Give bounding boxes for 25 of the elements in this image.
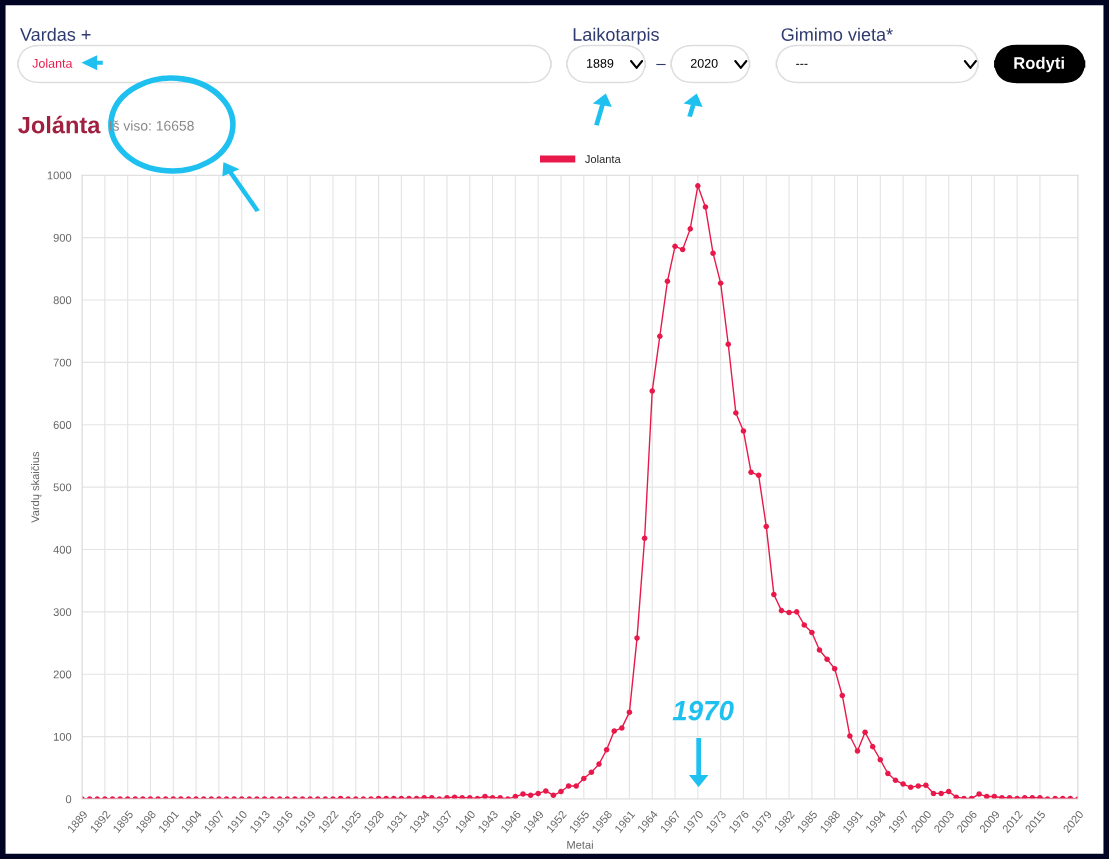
y-tick-label: 600 bbox=[53, 421, 72, 429]
text: --- bbox=[796, 63, 808, 65]
y-tick-label: 1000 bbox=[47, 171, 72, 180]
y-tick-label: 900 bbox=[53, 233, 72, 242]
y-tick-label: 500 bbox=[53, 483, 72, 492]
text: Gimimo vieta* bbox=[781, 27, 893, 41]
chart-title: Jolánta bbox=[18, 115, 101, 134]
y-tick-label: 300 bbox=[53, 608, 72, 617]
legend-label: Jolanta bbox=[585, 154, 621, 164]
y-tick-label: 700 bbox=[53, 358, 72, 367]
text: 1889 bbox=[587, 58, 614, 68]
x-axis-title: Metai bbox=[567, 840, 593, 849]
annotation: 1970 bbox=[672, 700, 734, 721]
y-tick-label: 0 bbox=[65, 795, 72, 804]
text: Laikotarpis bbox=[573, 27, 659, 45]
text: – bbox=[656, 63, 666, 66]
y-tick-label: 100 bbox=[53, 732, 72, 741]
y-tick-label: 200 bbox=[53, 670, 72, 679]
y-axis-title: Vardų skaičius bbox=[30, 451, 42, 523]
y-tick-label: 400 bbox=[53, 545, 72, 554]
y-tick-label: 800 bbox=[53, 296, 72, 305]
text: Jolanta bbox=[32, 58, 73, 68]
text: 2020 bbox=[690, 58, 718, 68]
text: Vardas + bbox=[20, 27, 91, 41]
text: Rodyti bbox=[1014, 56, 1064, 73]
